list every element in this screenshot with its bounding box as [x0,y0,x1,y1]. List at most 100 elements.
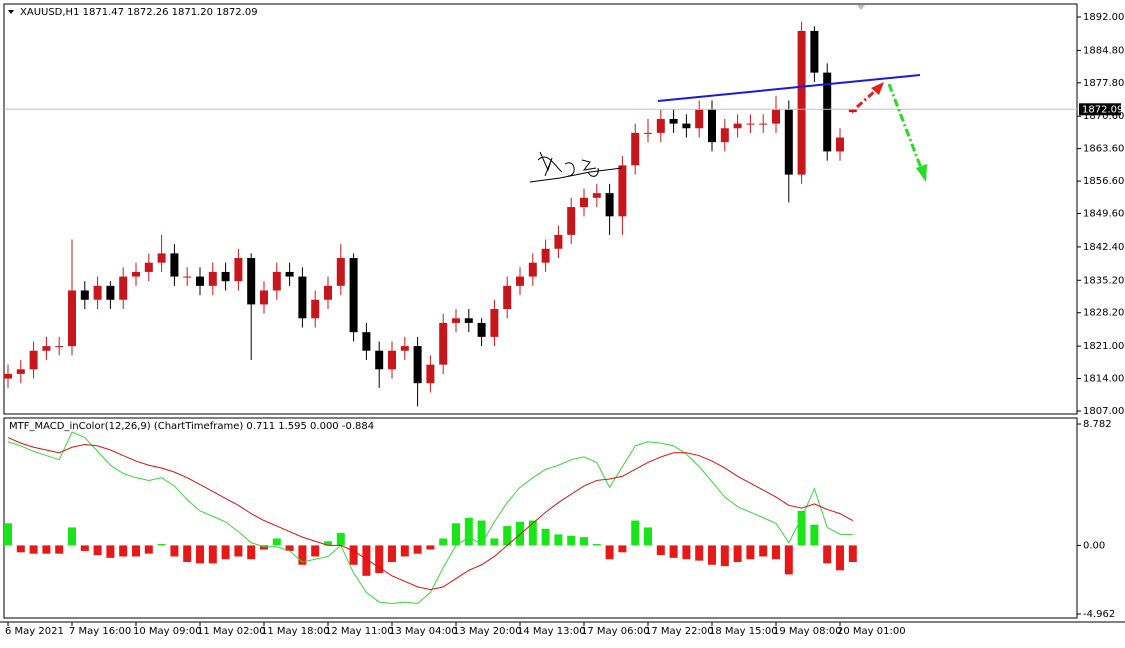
histogram-bar [720,545,729,567]
histogram-bar [682,545,691,560]
price-panel [3,3,1078,415]
histogram-bar [29,545,38,554]
green-arrow[interactable] [887,83,923,169]
candle-body [157,253,166,263]
histogram-bar [272,538,281,546]
histogram-bar [388,545,396,562]
x-tick-label: 17 May 22:00 [645,626,714,637]
x-tick-label: 7 May 16:00 [69,626,131,637]
candle-body [68,290,76,347]
current-price-box [1079,103,1121,116]
histogram-bar [669,545,678,558]
histogram-bar [285,545,294,551]
histogram-bar [631,520,640,546]
candle-body [554,234,563,249]
candle-body [413,346,422,384]
y-tick-label: 1842.40 [1083,242,1124,253]
histogram-bar [119,545,128,557]
histogram-bar [695,545,704,561]
red-arrow[interactable] [855,88,878,109]
y-tick-label: 0.00 [1083,540,1105,551]
trend-line[interactable] [657,74,921,102]
candle-body [208,271,217,286]
histogram-bar [234,545,243,557]
histogram-bar [823,545,832,564]
candle-body [42,346,51,351]
x-tick-label: 10 May 09:00 [133,626,202,637]
candle-body [656,118,665,133]
candle-body [503,285,512,310]
histogram-bar [144,545,153,554]
histogram-bar [260,545,268,550]
candle-body [260,290,268,305]
y-tick-label: 1892.00 [1083,12,1124,23]
candle-body [720,128,729,143]
candle-body [119,276,128,300]
candle-body [93,285,102,300]
histogram-bar [413,545,422,554]
macd-line [7,437,854,591]
y-tick-label: 1807.00 [1083,406,1124,417]
candle-body [848,109,857,113]
y-tick-label: 1849.60 [1083,209,1124,220]
y-tick-label: 8.782 [1083,419,1112,430]
histogram-bar [810,524,819,546]
macd-line [7,431,853,604]
candle-body [144,262,153,272]
menu-triangle[interactable] [8,10,14,14]
green-arrow-head [916,164,927,182]
histogram-bar [567,535,576,546]
candle-body [682,123,691,129]
histogram-bar [554,534,563,546]
candle-body [221,271,230,282]
x-tick-label: 11 May 02:00 [197,626,266,637]
candle-body [592,193,601,198]
y-tick-label: 1835.20 [1083,275,1124,286]
plot-layer: 1892.00 1884.80 1877.80 1870.60 1863.60 1856.… [4,12,1124,637]
candle-body [247,258,256,305]
histogram-bar [375,545,384,574]
candle-body [298,276,307,319]
histogram-bar [503,526,512,546]
candle-body [797,30,806,175]
histogram-bar [298,545,307,565]
histogram-bar [400,545,409,557]
histogram-bar [247,545,256,560]
candle-body [580,197,588,208]
x-tick-label: 17 May 06:00 [581,626,650,637]
x-tick-label: 6 May 2021 [5,626,64,637]
histogram-bar [55,545,64,554]
histogram-bar [4,523,12,546]
candle-body [272,271,281,291]
candle-body [644,132,652,134]
candle-body [477,322,486,337]
candle-body [375,350,384,370]
candle-body [16,369,25,374]
candle-body [80,290,89,300]
histogram-bar [733,545,742,562]
histogram-bar [132,545,140,557]
histogram-bar [439,538,448,546]
histogram-bar [16,545,25,553]
x-tick-label: 18 May 15:00 [709,626,778,637]
y-tick-label: 1884.80 [1083,45,1124,56]
candle-body [311,299,320,319]
candle-body [490,309,499,337]
candle-body [733,123,742,129]
histogram-bar [106,545,115,558]
candle-body [4,373,12,379]
histogram-bar [516,521,524,546]
histogram-bar [618,545,627,553]
red-arrow-head [871,82,884,95]
y-tick-label: 1863.60 [1083,144,1124,155]
macd-title: MTF_MACD_inColor(12,26,9) (ChartTimefram… [9,421,374,432]
candle-body [55,346,64,348]
candle-body [516,276,524,286]
histogram-bar [848,545,857,562]
candle-body [106,285,115,300]
y-tick-label: 1870.60 [1083,111,1124,122]
candle-body [810,30,819,73]
candle-body [823,72,832,152]
y-tick-label: 1814.00 [1083,374,1124,385]
candle-body [362,332,371,351]
